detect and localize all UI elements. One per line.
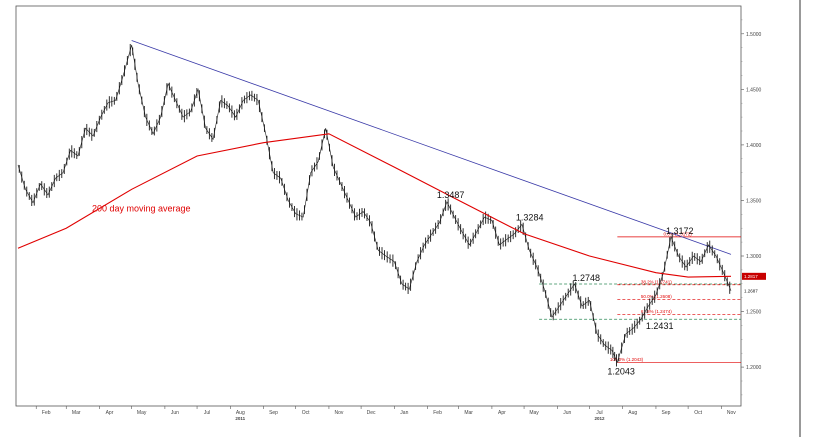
fib-level-label: 0.0% (1.3172) — [663, 231, 692, 236]
x-tick-label: May — [137, 410, 147, 416]
plot-frame — [15, 5, 742, 407]
y-tick-label: 1.2500 — [746, 310, 762, 316]
peak-label: 1.2748 — [572, 273, 600, 283]
price-value-tag-label: 1.2687 — [744, 288, 758, 293]
x-tick-label: Sep — [269, 410, 278, 416]
ma-value-tag — [742, 272, 766, 280]
peak-label: 1.3284 — [516, 212, 544, 222]
x-tick-label: Jan — [400, 410, 408, 416]
peak-label: 1.2043 — [607, 366, 635, 376]
x-tick-label: Jun — [171, 410, 179, 416]
peak-label: 1.3487 — [437, 190, 465, 200]
y-tick-label: 1.4000 — [746, 143, 762, 149]
x-tick-label: Mar — [464, 410, 473, 416]
y-tick-label: 1.5000 — [746, 32, 762, 38]
y-tick-label: 1.3500 — [746, 198, 762, 204]
x-tick-label: Jun — [563, 410, 571, 416]
ma-value-tag-label: 1.2817 — [744, 274, 758, 279]
fib-level-label: 38.2% (1.2741) — [641, 279, 672, 284]
x-tick-label: Feb — [42, 410, 51, 416]
downtrend-line — [131, 40, 732, 255]
x-tick-label: Apr — [498, 410, 506, 416]
x-tick-label: Oct — [694, 410, 702, 416]
x-tick-label: Nov — [727, 410, 736, 416]
x-tick-label: May — [529, 410, 539, 416]
x-tick-label: Sep — [661, 410, 670, 416]
price-line — [17, 44, 732, 364]
peak-label: 1.2431 — [646, 321, 674, 331]
x-tick-label: Aug — [236, 410, 245, 416]
x-tick-label: Mar — [72, 410, 81, 416]
x-tick-label: Oct — [302, 410, 310, 416]
fib-level-label: 50.0% (1.2608) — [641, 294, 672, 299]
y-tick-label: 1.2000 — [746, 365, 762, 371]
x-tick-label: Apr — [106, 410, 114, 416]
fib-level-label: 100.0% (1.2043) — [610, 357, 644, 362]
x-tick-label: Nov — [334, 410, 343, 416]
x-tick-label: Jul — [596, 410, 602, 416]
y-tick-label: 1.3000 — [746, 254, 762, 260]
x-tick-label: Jul — [204, 410, 210, 416]
x-tick-label: Feb — [433, 410, 442, 416]
ma-200-line — [17, 133, 732, 278]
x-year-label: 2011 — [235, 416, 245, 421]
x-tick-label: Aug — [628, 410, 637, 416]
x-year-label: 2012 — [594, 416, 605, 421]
peak-label: 1.3172 — [666, 226, 694, 236]
fib-level-label: 61.8% (1.2474) — [641, 309, 672, 314]
y-tick-label: 1.4500 — [746, 87, 762, 93]
ma-200-label: 200 day moving average — [92, 204, 191, 214]
x-tick-label: Dec — [367, 410, 376, 416]
